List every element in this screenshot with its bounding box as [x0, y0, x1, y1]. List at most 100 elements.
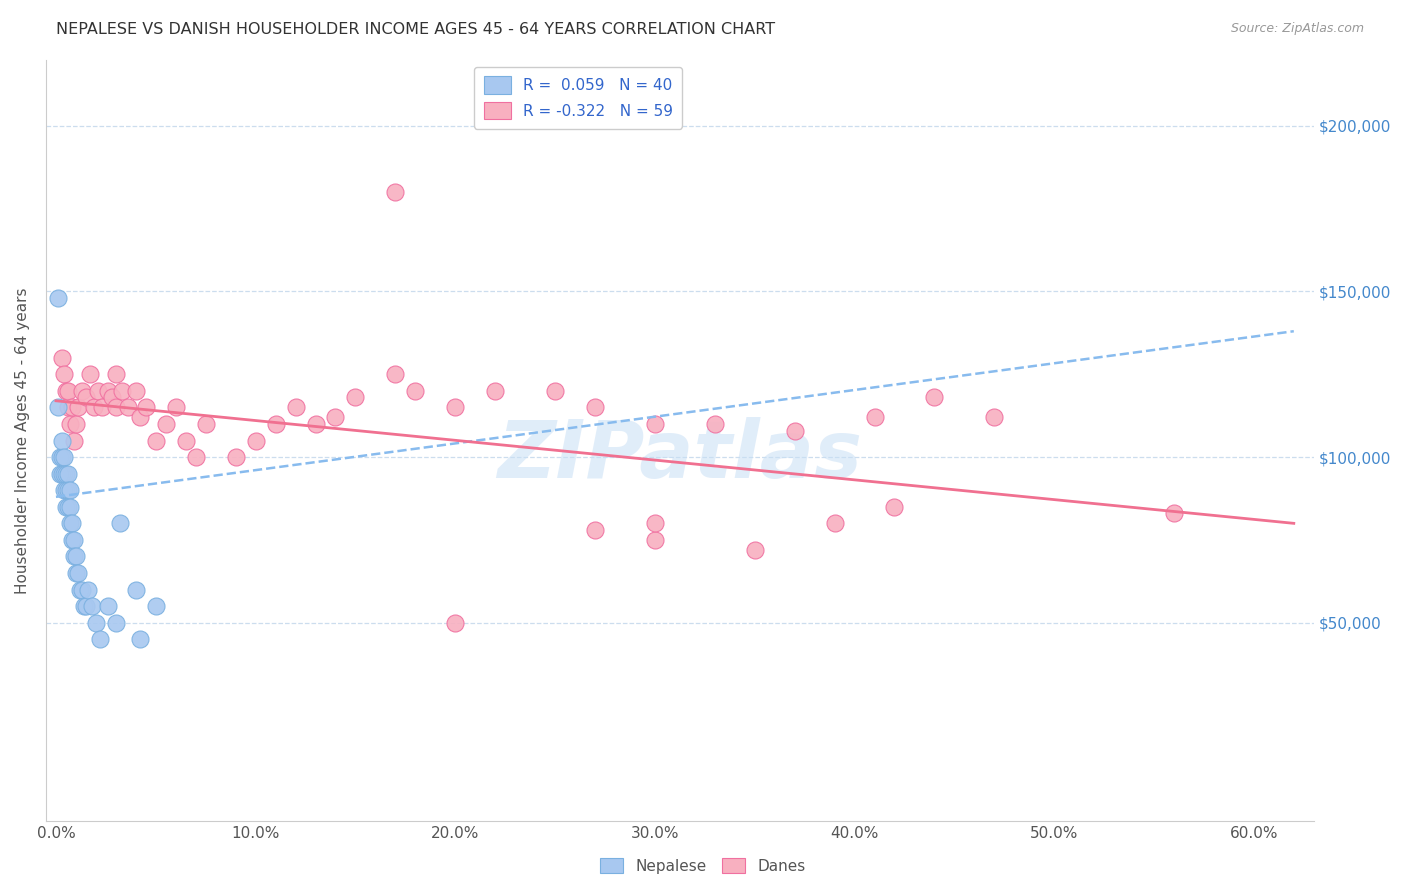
Point [128, 410, 150, 425]
Point [63, 549, 86, 564]
Point [644, 516, 666, 531]
Point [111, 384, 134, 398]
Point [60, 533, 83, 547]
Text: ZIPatlas: ZIPatlas [498, 417, 862, 495]
Point [70, 384, 93, 398]
Point [66, 566, 89, 580]
Point [52, 467, 75, 481]
Point [444, 615, 467, 630]
Point [155, 417, 177, 431]
Point [56, 384, 79, 398]
Point [59, 483, 82, 498]
Point [56, 467, 79, 481]
Text: Source: ZipAtlas.com: Source: ZipAtlas.com [1230, 22, 1364, 36]
Point [174, 434, 197, 448]
Point [51, 467, 73, 481]
Point [304, 417, 326, 431]
Point [46, 401, 69, 415]
Point [225, 450, 247, 464]
Point [73, 599, 96, 614]
Point [75, 391, 97, 405]
Point [84, 615, 107, 630]
Point [77, 582, 100, 597]
Point [63, 533, 86, 547]
Point [97, 384, 120, 398]
Point [55, 384, 77, 398]
Point [101, 391, 124, 405]
Point [165, 401, 187, 415]
Point [744, 542, 766, 557]
Point [70, 582, 93, 597]
Point [104, 368, 127, 382]
Point [117, 401, 139, 415]
Point [79, 368, 101, 382]
Point [135, 401, 157, 415]
Point [264, 417, 287, 431]
Point [65, 549, 87, 564]
Point [49, 450, 72, 464]
Point [544, 384, 567, 398]
Point [644, 533, 666, 547]
Point [69, 582, 91, 597]
Point [56, 401, 79, 415]
Point [644, 417, 666, 431]
Point [444, 401, 467, 415]
Point [55, 467, 77, 481]
Point [51, 434, 73, 448]
Point [60, 516, 83, 531]
Point [52, 483, 75, 498]
Point [125, 582, 148, 597]
Point [52, 450, 75, 464]
Point [65, 417, 87, 431]
Point [51, 351, 73, 365]
Point [384, 185, 406, 199]
Point [245, 434, 267, 448]
Point [344, 391, 367, 405]
Point [883, 500, 905, 514]
Point [924, 391, 946, 405]
Point [783, 424, 806, 438]
Point [97, 599, 120, 614]
Legend: Nepalese, Danes: Nepalese, Danes [595, 852, 811, 880]
Point [1163, 507, 1185, 521]
Point [80, 599, 103, 614]
Point [49, 467, 72, 481]
Point [703, 417, 725, 431]
Point [59, 516, 82, 531]
Point [59, 417, 82, 431]
Point [128, 632, 150, 647]
Point [284, 401, 307, 415]
Point [184, 450, 207, 464]
Point [56, 483, 79, 498]
Point [104, 401, 127, 415]
Point [51, 450, 73, 464]
Point [583, 401, 606, 415]
Point [325, 410, 347, 425]
Point [145, 599, 167, 614]
Point [108, 516, 131, 531]
Point [90, 401, 112, 415]
Point [55, 483, 77, 498]
Point [824, 516, 846, 531]
Text: NEPALESE VS DANISH HOUSEHOLDER INCOME AGES 45 - 64 YEARS CORRELATION CHART: NEPALESE VS DANISH HOUSEHOLDER INCOME AG… [56, 22, 775, 37]
Point [863, 410, 886, 425]
Point [87, 384, 110, 398]
Point [55, 500, 77, 514]
Y-axis label: Householder Income Ages 45 - 64 years: Householder Income Ages 45 - 64 years [15, 287, 30, 594]
Point [46, 291, 69, 305]
Point [66, 401, 89, 415]
Point [583, 523, 606, 537]
Point [56, 500, 79, 514]
Point [404, 384, 426, 398]
Point [125, 384, 148, 398]
Point [89, 632, 111, 647]
Point [104, 615, 127, 630]
Point [145, 434, 167, 448]
Point [59, 500, 82, 514]
Point [63, 434, 86, 448]
Point [83, 401, 105, 415]
Point [983, 410, 1005, 425]
Point [384, 368, 406, 382]
Point [75, 599, 97, 614]
Point [484, 384, 506, 398]
